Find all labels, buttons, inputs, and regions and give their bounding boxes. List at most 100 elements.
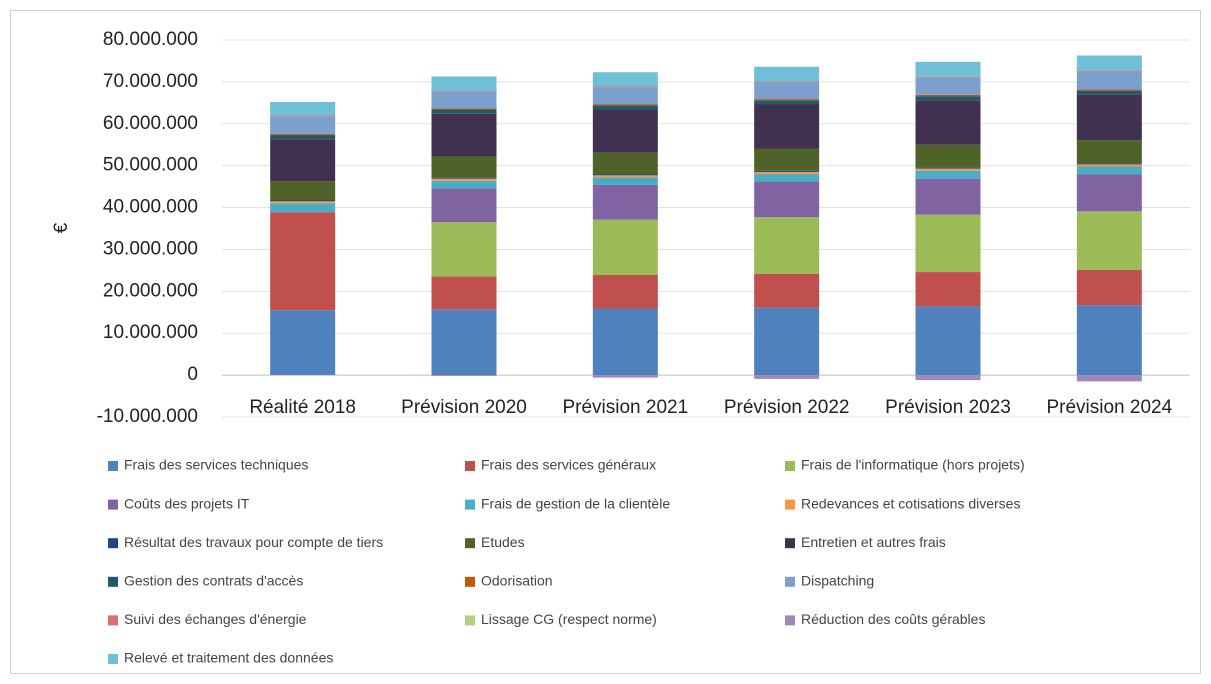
bar-segment: [592, 375, 658, 378]
bar-segment: [754, 148, 820, 171]
legend-swatch: [108, 654, 118, 664]
y-tick-label: 80.000.000: [103, 29, 198, 50]
bar-segment: [915, 168, 981, 171]
y-tick-label: 20.000.000: [103, 280, 198, 301]
bar-segment: [915, 375, 981, 381]
y-axis-label: €: [51, 222, 72, 233]
bar-segment: [431, 109, 497, 114]
legend-label: Redevances et cotisations diverses: [801, 495, 1020, 511]
bar-segment: [915, 178, 981, 215]
bar-segment: [270, 310, 336, 376]
bar-segment: [592, 87, 658, 105]
bar-segment: [754, 217, 820, 274]
bar-segment: [915, 94, 981, 97]
bar-segment: [592, 308, 658, 376]
legend-swatch: [108, 615, 118, 626]
bar-segment: [592, 175, 658, 178]
bar-segment: [431, 91, 497, 109]
legend-label: Résultat des travaux pour compte de tier…: [124, 534, 383, 550]
bar-segment: [270, 181, 336, 201]
bar-segment: [915, 306, 981, 376]
bar-segment: [1076, 89, 1142, 91]
legend-label: Frais des services généraux: [481, 457, 656, 473]
bar-segment: [431, 177, 497, 179]
legend-label: Frais de gestion de la clientèle: [481, 495, 670, 511]
y-tick-label: 60.000.000: [103, 113, 198, 134]
bar-segment: [754, 81, 820, 83]
bar-segment: [1076, 375, 1142, 382]
y-tick-label: 30.000.000: [103, 238, 198, 259]
legend-label: Lissage CG (respect norme): [481, 611, 657, 627]
bar-segment: [915, 272, 981, 307]
bar-segment: [270, 201, 336, 204]
bar-segment: [431, 222, 497, 277]
bar-segment: [1076, 90, 1142, 95]
bar-segment: [431, 91, 497, 92]
x-tick-label: Prévision 2020: [401, 397, 527, 418]
bar-segment: [1076, 269, 1142, 306]
bar-segment: [754, 100, 820, 105]
bar-segment: [592, 105, 658, 110]
legend-label: Réduction des coûts gérables: [801, 611, 985, 627]
bar-segment: [592, 152, 658, 175]
y-tick-label: 0: [187, 364, 198, 385]
y-tick-label: 10.000.000: [103, 322, 198, 343]
y-tick-label: -10.000.000: [97, 406, 198, 427]
bar-segment: [915, 144, 981, 168]
bar-segment: [754, 104, 820, 149]
bar-segment: [270, 133, 336, 136]
bar-segment: [270, 101, 336, 116]
legend-swatch: [465, 499, 475, 510]
bar-segment: [592, 104, 658, 106]
bar-segment: [592, 86, 658, 88]
bar-segment: [754, 170, 820, 172]
bar-segment: [592, 109, 658, 153]
legend-swatch: [785, 615, 795, 626]
bar-segment: [270, 116, 336, 134]
bar-segment: [1076, 164, 1142, 167]
bar-segment: [592, 184, 658, 220]
bar-segment: [915, 214, 981, 273]
legend-label: Frais des services techniques: [124, 457, 308, 473]
x-tick-label: Prévision 2024: [1046, 397, 1172, 418]
y-tick-label: 40.000.000: [103, 197, 198, 218]
bar-segment: [270, 212, 336, 311]
bar-segment: [754, 171, 820, 175]
x-tick-label: Prévision 2023: [885, 397, 1011, 418]
bar-segment: [1076, 70, 1142, 72]
legend-swatch: [785, 576, 795, 587]
bar-segment: [431, 178, 497, 181]
bar-segment: [1076, 71, 1142, 90]
legend-swatch: [465, 576, 475, 587]
bar-segment: [592, 219, 658, 275]
bar-segment: [915, 77, 981, 95]
bar-segment: [915, 96, 981, 101]
bar-segment: [915, 100, 981, 145]
x-tick-label: Prévision 2022: [724, 397, 850, 418]
bar-segment: [1076, 305, 1142, 376]
bar-segment: [915, 61, 981, 77]
legend-swatch: [785, 538, 795, 549]
legend-label: Entretien et autres frais: [801, 534, 946, 550]
bar-segment: [431, 276, 497, 310]
legend-label: Relevé et traitement des données: [124, 650, 333, 666]
bar-segment: [431, 113, 497, 157]
legend-swatch: [465, 538, 475, 549]
bar-segment: [592, 274, 658, 309]
bar-segment: [1076, 211, 1142, 270]
bar-segment: [592, 174, 658, 176]
legend-label: Suivi des échanges d'énergie: [124, 611, 307, 627]
bar-segment: [1076, 140, 1142, 164]
bar-segment: [754, 307, 820, 376]
bar-segment: [915, 76, 981, 78]
bar-segment: [915, 167, 981, 169]
x-tick-label: Réalité 2018: [249, 397, 356, 418]
bar-segment: [431, 76, 497, 92]
bar-segment: [1076, 55, 1142, 71]
legend-swatch: [108, 576, 118, 587]
bar-segment: [270, 200, 336, 202]
bar-segment: [431, 156, 497, 178]
legend-swatch: [465, 461, 475, 471]
bar-segment: [270, 135, 336, 140]
